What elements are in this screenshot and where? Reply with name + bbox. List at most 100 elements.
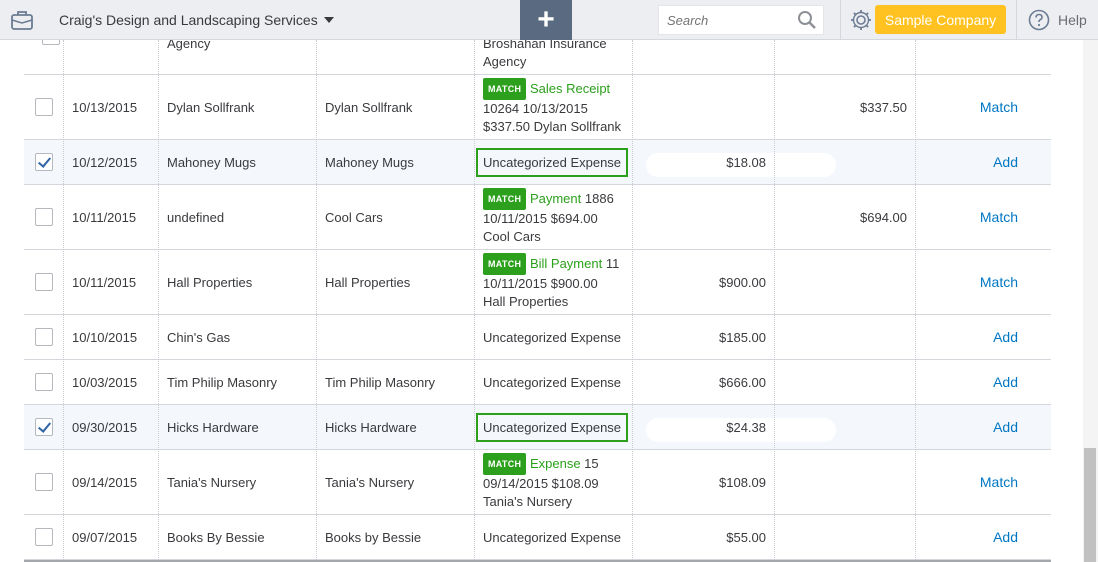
help-label: Help [1058,12,1087,28]
add-button[interactable]: Add [993,374,1018,390]
match-detail: 10/11/2015 $900.00 [483,276,598,291]
match-ref: 11 [602,256,620,271]
match-info[interactable]: MATCH Sales Receipt 10264 10/13/2015 $33… [483,78,621,136]
create-button[interactable]: + [520,0,572,40]
match-info[interactable]: MATCH Expense 15 09/14/2015 $108.09 Tani… [483,453,599,511]
payee-text: Tania's Nursery [325,474,415,490]
category-line: Agency [483,54,527,69]
category-select[interactable]: Uncategorized Expense [483,374,622,390]
date-text: 10/13/2015 [72,99,138,115]
payee-text: Tim Philip Masonry [325,374,436,390]
scrollbar-thumb[interactable] [1084,448,1096,562]
match-button[interactable]: Match [979,474,1018,490]
help-button[interactable]: Help [1028,0,1087,40]
redaction-mark [646,417,836,442]
description-text: Tania's Nursery [167,474,257,490]
row-checkbox[interactable] [35,373,53,391]
row-checkbox[interactable] [35,328,53,346]
table-row[interactable]: 10/13/2015 Dylan Sollfrank Dylan Sollfra… [24,75,1051,140]
table-row[interactable]: 09/07/2015 Books By Bessie Books by Bess… [24,515,1051,560]
payee-text: Books by Bessie [325,529,422,545]
category-cell: Broshahan Insurance Agency [483,40,607,74]
help-icon [1028,9,1050,31]
match-detail: 10264 10/13/2015 [483,101,588,116]
match-button[interactable]: Match [979,99,1018,115]
search-field[interactable] [658,5,824,35]
spent-amount: $666.00 [719,374,766,390]
row-checkbox[interactable] [35,473,53,491]
category-line: Broshahan Insurance [483,40,607,51]
match-type-link[interactable]: Expense [529,456,581,471]
description-text: Chin's Gas [167,329,231,345]
add-button[interactable]: Add [993,154,1018,170]
received-amount: $337.50 [860,99,907,115]
table-row[interactable]: 09/30/2015 Hicks Hardware Hicks Hardware… [24,405,1051,450]
match-detail: Tania's Nursery [483,494,573,509]
match-badge: MATCH [483,78,527,100]
table-row[interactable]: 10/11/2015 Hall Properties Hall Properti… [24,250,1051,315]
add-button[interactable]: Add [993,329,1018,345]
match-type-link[interactable]: Bill Payment [529,256,603,271]
add-button[interactable]: Add [993,529,1018,545]
table-bottom-border [24,560,1051,562]
payee-text: Agency [167,40,211,51]
table-row-partial: Agency Broshahan Insurance Agency [24,40,1051,75]
payee-text: Mahoney Mugs [325,154,414,170]
payee-text: Cool Cars [325,209,383,225]
chevron-down-icon [323,17,334,23]
redaction-mark [646,152,836,177]
table-row[interactable]: 10/12/2015 Mahoney Mugs Mahoney Mugs Unc… [24,140,1051,185]
briefcase-icon[interactable] [10,0,34,40]
date-text: 10/10/2015 [72,329,138,345]
top-bar: Craig's Design and Landscaping Services … [0,0,1098,40]
category-select[interactable]: Uncategorized Expense [476,412,629,442]
payee-cell: Agency [167,40,210,74]
payee-text: Dylan Sollfrank [325,99,413,115]
spent-amount: $24.38 [726,419,766,435]
company-name: Craig's Design and Landscaping Services [59,12,318,28]
row-checkbox[interactable] [35,528,53,546]
received-amount: $694.00 [860,209,907,225]
gear-icon[interactable] [849,0,873,40]
category-select[interactable]: Uncategorized Expense [483,529,622,545]
match-info[interactable]: MATCH Bill Payment 11 10/11/2015 $900.00… [483,253,619,311]
match-detail: 09/14/2015 $108.09 [483,476,599,491]
search-input[interactable] [659,6,789,34]
table-row[interactable]: 10/03/2015 Tim Philip Masonry Tim Philip… [24,360,1051,405]
add-button[interactable]: Add [993,419,1018,435]
match-type-link[interactable]: Sales Receipt [529,81,611,96]
description-text: Hicks Hardware [167,419,259,435]
row-checkbox[interactable] [42,40,60,45]
category-select[interactable]: Uncategorized Expense [476,147,629,177]
search-icon[interactable] [797,10,817,33]
divider [840,0,841,40]
description-text: Hall Properties [167,274,253,290]
match-type-link[interactable]: Payment [529,191,582,206]
row-checkbox[interactable] [35,153,53,171]
match-detail: Cool Cars [483,229,541,244]
match-button[interactable]: Match [979,274,1018,290]
date-text: 10/03/2015 [72,374,138,390]
match-badge: MATCH [483,253,527,275]
match-button[interactable]: Match [979,209,1018,225]
sample-company-button[interactable]: Sample Company [875,5,1006,34]
date-text: 09/14/2015 [72,474,138,490]
spent-amount: $185.00 [719,329,766,345]
match-info[interactable]: MATCH Payment 1886 10/11/2015 $694.00 Co… [483,188,614,246]
description-text: undefined [167,209,225,225]
row-checkbox[interactable] [35,208,53,226]
category-select[interactable]: Uncategorized Expense [483,329,622,345]
payee-text: Hicks Hardware [325,419,417,435]
row-checkbox[interactable] [35,418,53,436]
description-text: Books By Bessie [167,529,265,545]
company-menu[interactable]: Craig's Design and Landscaping Services [59,0,334,40]
table-row[interactable]: 09/14/2015 Tania's Nursery Tania's Nurse… [24,450,1051,515]
table-row[interactable]: 10/10/2015 Chin's Gas Uncategorized Expe… [24,315,1051,360]
table-row[interactable]: 10/11/2015 undefined Cool Cars MATCH Pay… [24,185,1051,250]
spent-amount: $900.00 [719,274,766,290]
spent-amount: $108.09 [719,474,766,490]
scrollbar-track[interactable] [1083,40,1098,562]
match-detail: $337.50 Dylan Sollfrank [483,119,622,134]
row-checkbox[interactable] [35,98,53,116]
row-checkbox[interactable] [35,273,53,291]
